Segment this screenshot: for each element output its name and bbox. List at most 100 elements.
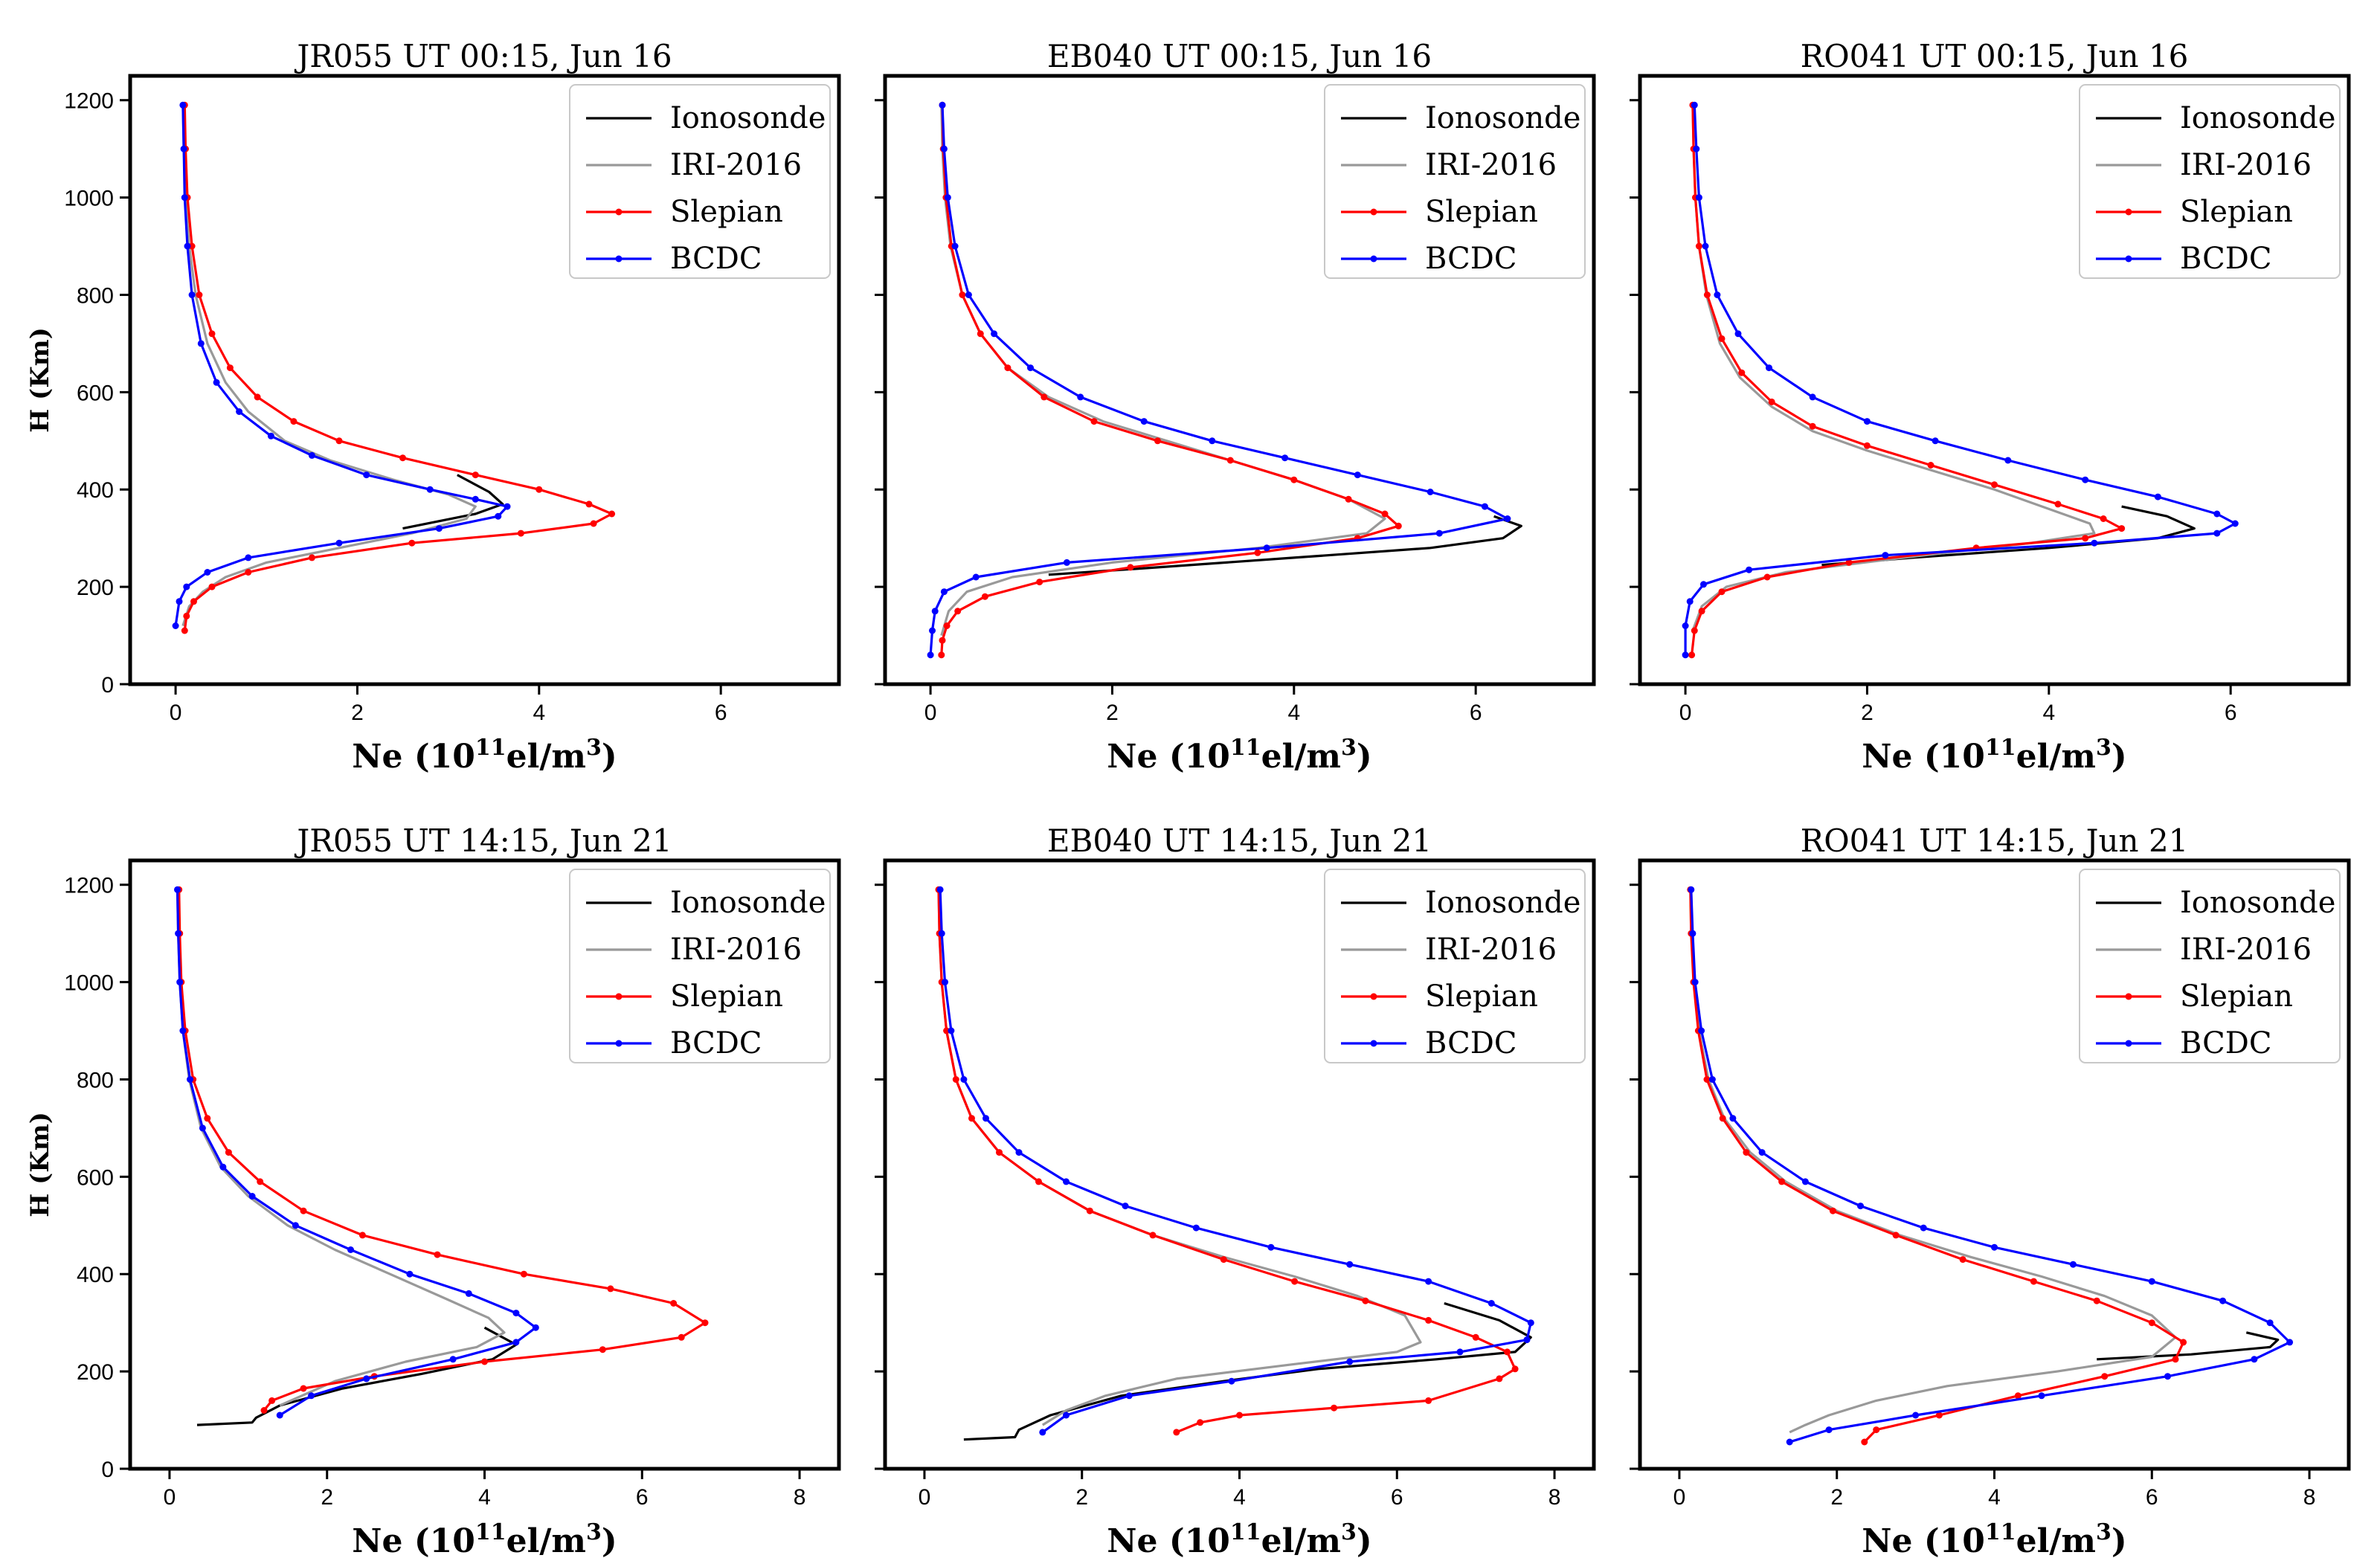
data-point-slepian <box>1829 1207 1836 1214</box>
data-point-slepian <box>408 539 416 547</box>
panel-title: EB040 UT 14:15, Jun 21 <box>1047 823 1432 859</box>
plot-area <box>172 101 616 634</box>
legend-label-iri-2016: IRI-2016 <box>670 933 802 967</box>
data-point-bcdc <box>1734 330 1742 338</box>
data-point-bcdc <box>248 1193 256 1200</box>
data-point-bcdc <box>181 194 188 202</box>
legend-label-slepian: Slepian <box>2180 195 2293 229</box>
data-point-bcdc <box>1786 1438 1793 1446</box>
series-line-slepian <box>940 105 1400 655</box>
data-point-bcdc <box>1015 1149 1023 1156</box>
data-point-slepian <box>1331 1404 1338 1411</box>
data-point-bcdc <box>1746 566 1753 573</box>
data-point-bcdc <box>308 451 315 459</box>
x-tick-label: 4 <box>533 701 545 725</box>
data-point-slepian <box>2101 1373 2109 1380</box>
data-point-slepian <box>1703 292 1711 298</box>
data-point-slepian <box>943 1027 951 1034</box>
axes-frame <box>1638 858 2351 1471</box>
data-point-slepian <box>481 1358 488 1365</box>
x-tick-label: 0 <box>919 1485 931 1510</box>
data-point-slepian <box>2100 515 2107 522</box>
data-point-bcdc <box>1991 1243 1998 1251</box>
legend-marker <box>1370 1040 1377 1047</box>
data-point-slepian <box>1236 1411 1243 1419</box>
data-point-slepian <box>1472 1333 1479 1341</box>
data-point-bcdc <box>2266 1319 2274 1327</box>
x-tick-label: 4 <box>478 1485 491 1510</box>
data-point-bcdc <box>1192 1224 1200 1232</box>
panel-title: JR055 UT 14:15, Jun 21 <box>294 823 672 859</box>
y-tick-label: 400 <box>77 1263 114 1287</box>
data-point-slepian <box>1197 1419 1204 1426</box>
data-point-bcdc <box>179 101 187 109</box>
data-point-bcdc <box>219 1163 227 1171</box>
data-point-slepian <box>1511 1365 1519 1373</box>
data-point-bcdc <box>172 622 179 629</box>
legend-marker <box>2125 1040 2132 1047</box>
series-line-slepian <box>183 105 614 631</box>
data-point-bcdc <box>495 512 502 520</box>
legend-box <box>569 869 831 1063</box>
data-point-bcdc <box>213 379 220 386</box>
legend-marker <box>2125 993 2132 1000</box>
data-point-bcdc <box>960 1076 968 1083</box>
data-point-bcdc <box>1425 1278 1432 1285</box>
legend-marker <box>615 993 623 1000</box>
data-point-bcdc <box>1912 1411 1920 1419</box>
y-tick-label: 200 <box>77 576 114 600</box>
legend-marker <box>1370 208 1377 216</box>
data-point-slepian <box>1425 1397 1432 1404</box>
series-line-iri-2016 <box>1691 105 2096 631</box>
data-point-slepian <box>2014 1392 2022 1400</box>
data-point-slepian <box>1041 393 1048 401</box>
x-tick-label: 0 <box>1673 1485 1686 1510</box>
data-point-slepian <box>290 418 298 425</box>
data-point-bcdc <box>276 1411 283 1419</box>
data-point-bcdc <box>1504 515 1511 522</box>
data-point-slepian <box>308 554 315 561</box>
data-point-slepian <box>257 1178 264 1185</box>
data-point-bcdc <box>267 432 274 440</box>
data-point-bcdc <box>2148 1278 2155 1285</box>
data-point-bcdc <box>236 408 243 415</box>
data-point-slepian <box>1959 1256 1966 1264</box>
data-point-bcdc <box>1801 1178 1809 1185</box>
data-point-bcdc <box>951 242 959 250</box>
panel-title: EB040 UT 00:15, Jun 16 <box>1047 38 1432 74</box>
data-point-bcdc <box>512 1339 520 1346</box>
x-axis-title: Ne (1011el/m3) <box>352 735 617 776</box>
legend-label-ionosonde: Ionosonde <box>1425 886 1580 920</box>
data-point-slepian <box>225 1149 232 1156</box>
data-point-slepian <box>1173 1429 1180 1436</box>
data-point-slepian <box>536 486 543 493</box>
data-point-bcdc <box>1456 1348 1464 1356</box>
data-point-bcdc <box>1481 503 1488 510</box>
data-point-slepian <box>260 1407 268 1414</box>
data-point-slepian <box>1220 1256 1227 1264</box>
panel-1: JR055 UT 00:15, Jun 16 0 2 4 6 0 200 400 600 800 1… <box>25 38 841 776</box>
data-point-slepian <box>1688 651 1696 659</box>
data-point-bcdc <box>1077 393 1084 401</box>
data-point-bcdc <box>335 539 343 547</box>
data-point-slepian <box>1718 588 1726 596</box>
legend: Ionosonde IRI-2016 Slepian BCDC <box>1324 869 1586 1063</box>
data-point-slepian <box>226 364 234 372</box>
legend-box <box>2079 84 2341 279</box>
data-point-bcdc <box>1281 454 1289 462</box>
data-point-bcdc <box>1708 1076 1716 1083</box>
data-point-slepian <box>1345 495 1352 503</box>
y-tick-label: 800 <box>77 283 114 308</box>
data-point-slepian <box>1809 422 1816 430</box>
data-point-bcdc <box>1063 1411 1070 1419</box>
data-point-bcdc <box>308 1392 315 1400</box>
axes-frame <box>883 74 1596 686</box>
data-point-bcdc <box>532 1324 539 1331</box>
x-tick-label: 2 <box>1861 701 1874 725</box>
legend: Ionosonde IRI-2016 Slepian BCDC <box>569 869 831 1063</box>
data-point-slepian <box>1035 1178 1042 1185</box>
x-tick-label: 4 <box>1988 1485 2001 1510</box>
legend-label-slepian: Slepian <box>670 979 783 1014</box>
y-tick-label: 800 <box>77 1068 114 1092</box>
